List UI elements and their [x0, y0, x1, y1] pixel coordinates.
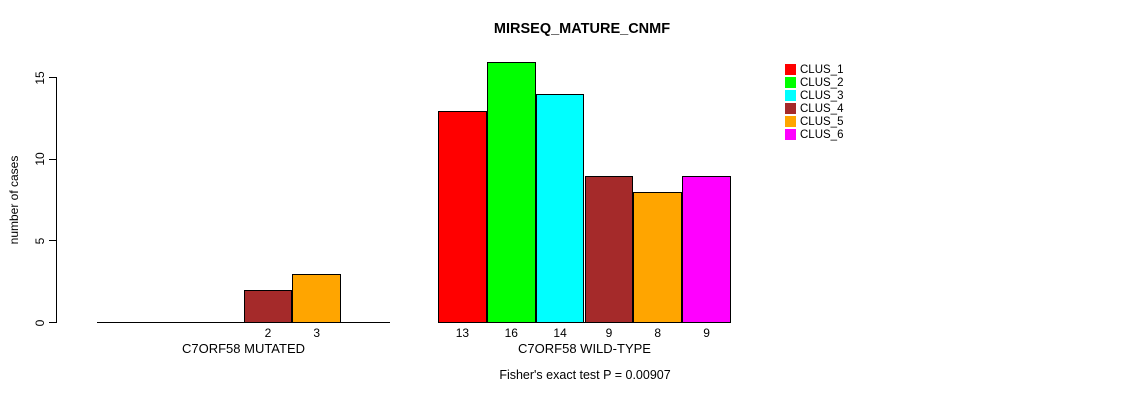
- y-axis-label: number of cases: [7, 155, 21, 245]
- y-axis-tick-label: 5: [33, 237, 47, 245]
- y-axis-tick-label: 0: [33, 319, 47, 326]
- bar-value-label: 14: [553, 326, 567, 340]
- bar-clus_5: [292, 274, 342, 323]
- bar-value-label: 16: [504, 326, 518, 340]
- bar-value-label: 9: [703, 326, 710, 340]
- bar-value-label: 13: [455, 326, 470, 340]
- bar-clus_4: [584, 176, 634, 323]
- group-label: C7ORF58 MUTATED: [181, 341, 306, 356]
- y-axis-tick-label: 10: [33, 152, 47, 166]
- legend-label: CLUS_3: [800, 90, 844, 102]
- legend-swatch-clus_2: [785, 77, 796, 88]
- bar-clus_3: [535, 94, 585, 323]
- bar-value-label: 8: [654, 326, 662, 340]
- legend-label: CLUS_2: [800, 77, 844, 89]
- bar-clus_2: [486, 61, 536, 323]
- legend-swatch-clus_6: [785, 129, 796, 140]
- legend-label: CLUS_6: [800, 129, 844, 141]
- legend-label: CLUS_1: [800, 64, 844, 76]
- bar-value-label: 3: [313, 326, 321, 340]
- bar-value-label: 9: [605, 326, 613, 340]
- y-axis-tick: [49, 240, 56, 242]
- legend-label: CLUS_4: [800, 103, 844, 115]
- bar-clus_4: [243, 290, 293, 323]
- legend-swatch-clus_5: [785, 116, 796, 127]
- legend-swatch-clus_4: [785, 103, 796, 114]
- bar-value-label: 2: [264, 326, 272, 340]
- y-axis-tick: [49, 158, 56, 160]
- legend-label: CLUS_5: [800, 116, 844, 128]
- group-label: C7ORF58 WILD-TYPE: [518, 341, 651, 356]
- chart-title: MIRSEQ_MATURE_CNMF: [493, 21, 671, 37]
- legend-swatch-clus_3: [785, 90, 796, 101]
- y-axis-tick-label: 15: [33, 70, 47, 85]
- fisher-test-annotation: Fisher's exact test P = 0.00907: [499, 368, 671, 382]
- bar-clus_6: [682, 176, 731, 323]
- y-axis-line: [56, 77, 57, 323]
- bar-clus_5: [633, 192, 683, 323]
- legend-swatch-clus_1: [785, 64, 796, 75]
- bar-clus_1: [438, 110, 487, 323]
- y-axis-tick: [49, 322, 56, 323]
- y-axis-tick: [49, 77, 56, 78]
